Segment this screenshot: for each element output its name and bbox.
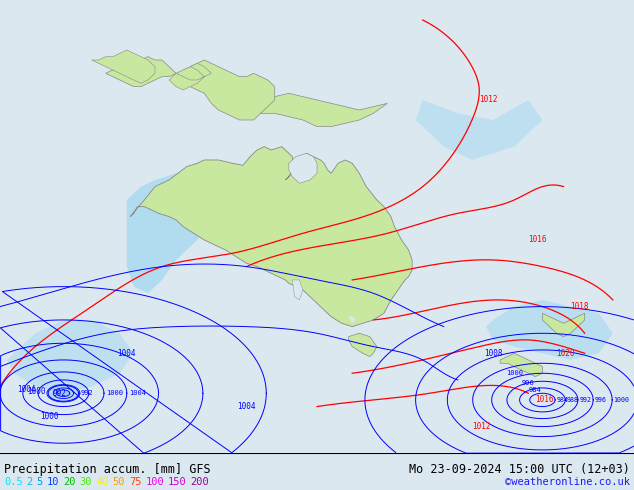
- Text: 996: 996: [595, 397, 607, 403]
- Polygon shape: [349, 317, 356, 323]
- Polygon shape: [127, 173, 211, 294]
- Text: 992: 992: [81, 390, 93, 396]
- Text: 20: 20: [63, 477, 76, 487]
- Text: Mo 23-09-2024 15:00 UTC (12+03): Mo 23-09-2024 15:00 UTC (12+03): [409, 463, 630, 476]
- Polygon shape: [289, 153, 317, 183]
- Text: 1000: 1000: [27, 387, 46, 396]
- Text: 100: 100: [145, 477, 164, 487]
- Polygon shape: [486, 300, 613, 360]
- Polygon shape: [169, 63, 211, 90]
- Text: 40: 40: [96, 477, 108, 487]
- Text: 1004: 1004: [117, 349, 136, 358]
- Text: 1000: 1000: [106, 390, 123, 396]
- Polygon shape: [131, 147, 412, 327]
- Polygon shape: [91, 50, 155, 83]
- Text: 1016: 1016: [528, 236, 547, 245]
- Text: 1020: 1020: [557, 349, 575, 358]
- Polygon shape: [500, 353, 543, 377]
- Text: 200: 200: [191, 477, 209, 487]
- Text: 30: 30: [80, 477, 93, 487]
- Text: 992: 992: [579, 397, 592, 403]
- Polygon shape: [543, 313, 585, 337]
- Text: 1004: 1004: [237, 402, 256, 411]
- Text: 1008: 1008: [484, 349, 502, 358]
- Text: 1012: 1012: [479, 96, 498, 104]
- Text: 996: 996: [522, 380, 534, 386]
- Polygon shape: [47, 385, 80, 402]
- Text: 75: 75: [129, 477, 141, 487]
- Text: 988: 988: [567, 397, 579, 403]
- Polygon shape: [57, 390, 70, 396]
- Polygon shape: [281, 167, 345, 226]
- Text: 2: 2: [27, 477, 33, 487]
- Polygon shape: [349, 333, 377, 357]
- Text: 1004: 1004: [129, 390, 146, 396]
- Polygon shape: [7, 320, 134, 393]
- Text: 1012: 1012: [472, 422, 491, 431]
- Text: 1000: 1000: [614, 397, 630, 403]
- Text: 10: 10: [47, 477, 60, 487]
- Text: 1004: 1004: [16, 386, 36, 394]
- Text: 984: 984: [557, 397, 569, 403]
- Text: 992: 992: [53, 389, 67, 398]
- Text: Precipitation accum. [mm] GFS: Precipitation accum. [mm] GFS: [4, 463, 210, 476]
- Polygon shape: [292, 280, 303, 300]
- Text: 5: 5: [37, 477, 43, 487]
- Text: 984: 984: [529, 387, 541, 393]
- Text: ©weatheronline.co.uk: ©weatheronline.co.uk: [505, 477, 630, 487]
- Text: 1016: 1016: [535, 395, 554, 404]
- Text: 1000: 1000: [506, 370, 523, 376]
- Polygon shape: [250, 93, 387, 126]
- Text: 150: 150: [168, 477, 187, 487]
- Text: 50: 50: [113, 477, 125, 487]
- Polygon shape: [106, 57, 275, 120]
- Text: 0.5: 0.5: [4, 477, 23, 487]
- Polygon shape: [53, 388, 74, 398]
- Text: 1018: 1018: [571, 302, 589, 311]
- Text: 1000: 1000: [40, 412, 58, 421]
- Polygon shape: [416, 100, 543, 160]
